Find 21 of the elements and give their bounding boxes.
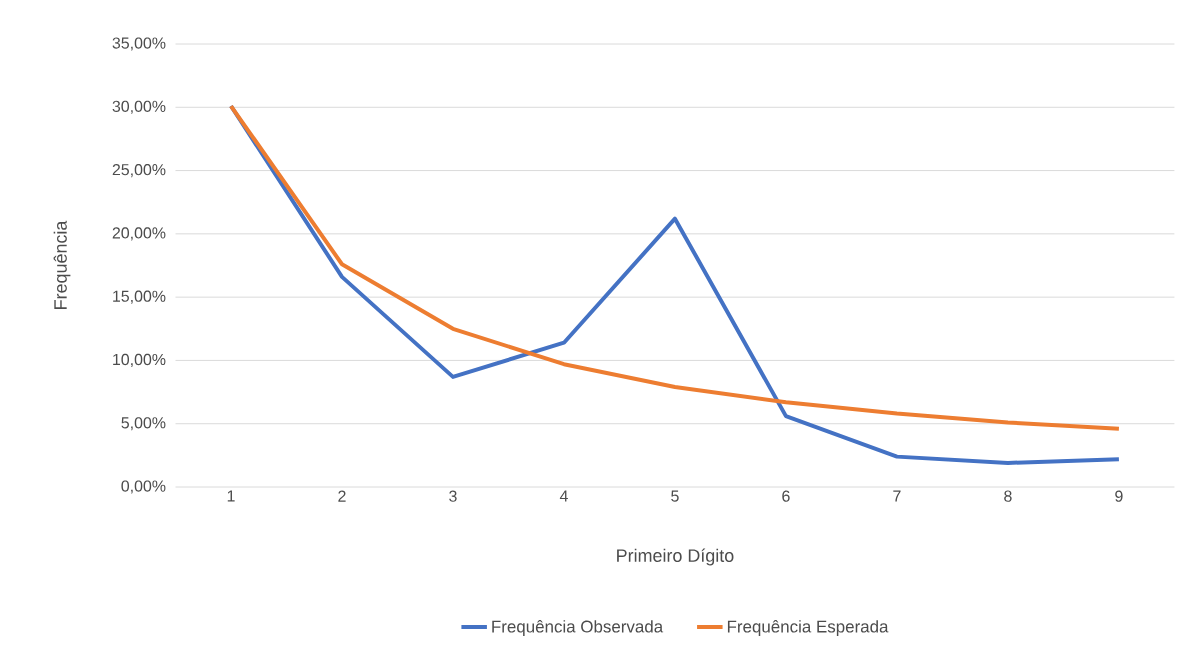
x-tick-label: 6 — [782, 490, 790, 502]
x-tick-label: 1 — [227, 490, 235, 502]
y-tick-label: 5,00% — [121, 417, 166, 431]
y-axis-title: Frequência — [53, 220, 71, 309]
y-tick-label: 25,00% — [112, 163, 166, 178]
y-tick-label: 35,00% — [112, 37, 166, 51]
x-tick-label: 3 — [449, 490, 457, 502]
y-tick-label: 15,00% — [113, 290, 166, 304]
x-tick-label: 5 — [671, 490, 679, 502]
legend-label: Frequência Esperada — [727, 620, 889, 636]
legend-label: Frequência Observada — [492, 620, 664, 636]
y-tick-label: 20,00% — [112, 227, 166, 241]
y-tick-label: 0,00% — [121, 480, 166, 494]
x-tick-label: 4 — [559, 490, 568, 502]
x-tick-label: 2 — [338, 490, 346, 502]
x-tick-label: 9 — [1115, 490, 1123, 502]
x-tick-label: 7 — [893, 490, 901, 502]
x-tick-label: 8 — [1004, 490, 1012, 502]
y-tick-label: 30,00% — [112, 100, 166, 114]
y-tick-label: 10,00% — [113, 353, 166, 368]
x-axis-title: Primeiro Dígito — [617, 548, 734, 566]
